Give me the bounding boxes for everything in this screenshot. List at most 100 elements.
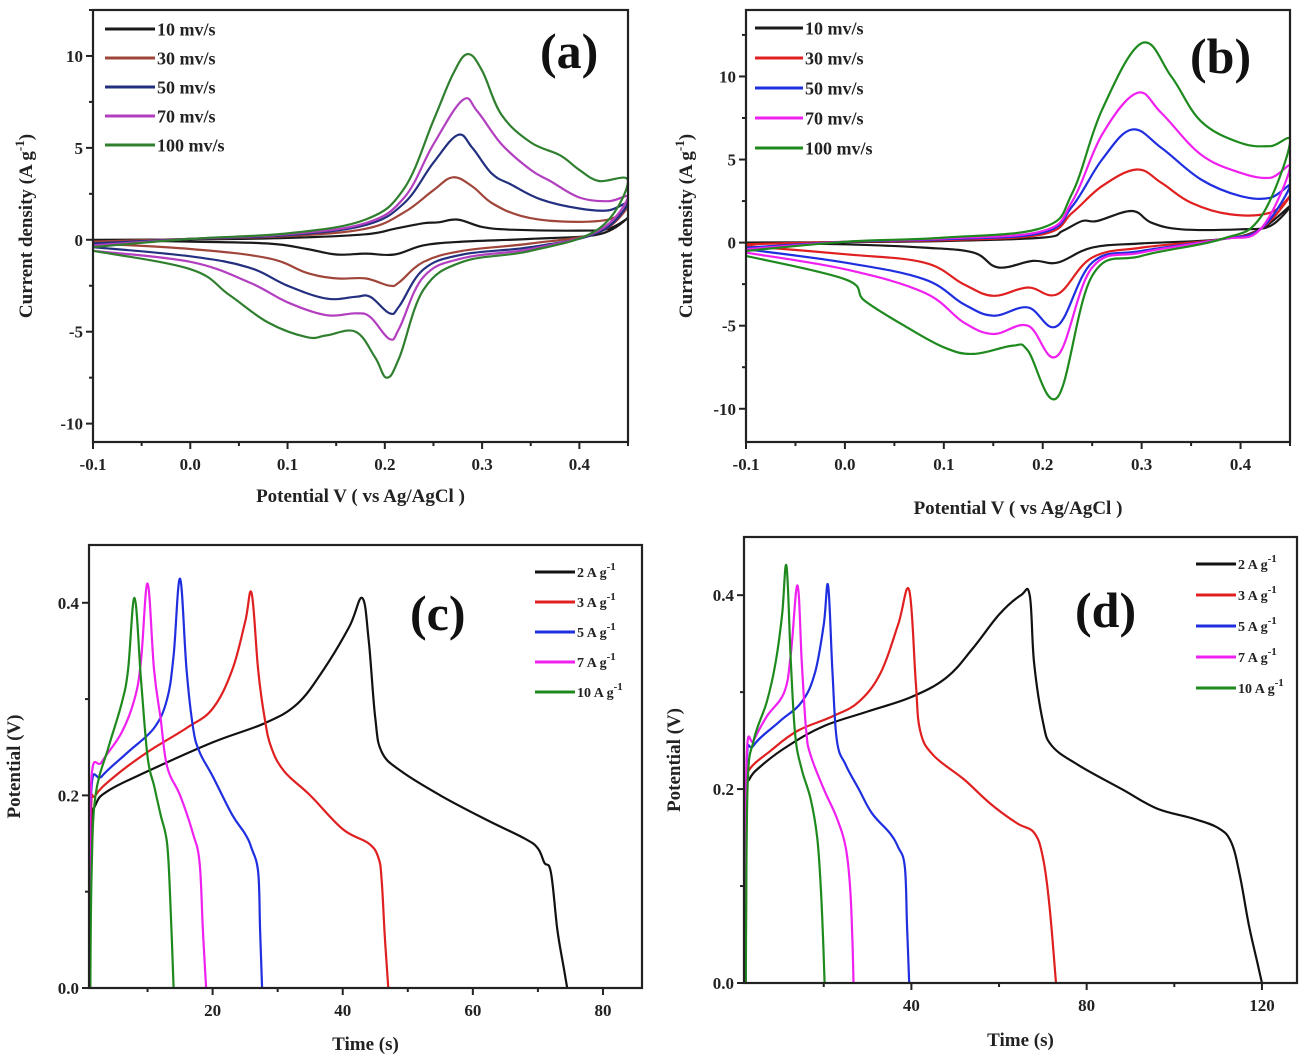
x-tick-label: 0.2 [374,455,395,474]
legend-item: 50 mv/s [105,77,216,97]
series-line-70-mv-s [93,97,628,341]
x-tick-label: 40 [903,996,920,1015]
series-group [93,52,628,379]
panel-label: (b) [1190,28,1251,84]
y-tick-label: -10 [60,415,83,434]
series-line-7-a-g [89,582,208,988]
legend-item: 10 A g-1 [535,681,623,701]
plot-frame [744,8,1292,444]
legend-label: 70 mv/s [805,108,864,128]
y-tick-label: -5 [722,317,736,336]
y-tick-label: 0.4 [58,594,80,613]
series-line-10-a-g [744,563,826,983]
legend-item: 5 A g-1 [1196,615,1277,635]
y-tick-label: -10 [713,400,736,419]
series-line-50-mv-s [93,133,628,316]
panel-label: (d) [1075,582,1136,638]
legend-item: 100 mv/s [105,135,225,155]
series-line-7-a-g [744,584,855,983]
legend-item: 2 A g-1 [535,561,616,581]
series-line-5-a-g [89,577,264,988]
legend-label: 5 A g-1 [1238,615,1277,635]
x-axis-title: Potential V ( vs Ag/AgCl ) [914,498,1123,519]
legend-label: 3 A g-1 [1238,584,1277,604]
x-tick-label: -0.1 [80,455,107,474]
series-line-100-mv-s [93,52,628,379]
legend-item: 10 mv/s [755,18,864,38]
series-group [89,577,569,988]
y-tick-label: 5 [75,139,84,158]
x-axis-title: Time (s) [332,1034,399,1055]
x-tick-label: 0.2 [1032,455,1053,474]
y-tick-label: 10 [66,47,83,66]
y-tick-label: 5 [728,151,737,170]
series-line-30-mv-s [93,176,628,288]
legend-item: 3 A g-1 [535,591,616,611]
series-line-50-mv-s [746,128,1290,329]
legend-item: 70 mv/s [755,108,864,128]
series-line-30-mv-s [746,168,1290,297]
y-tick-label: 0.0 [713,974,734,993]
legend-label: 100 mv/s [157,135,225,155]
legend-label: 10 mv/s [157,19,216,39]
y-tick-label: 0.2 [58,786,79,805]
legend-item: 2 A g-1 [1196,553,1277,573]
x-tick-label: 80 [594,1001,611,1020]
x-tick-label: 120 [1249,996,1275,1015]
x-tick-label: 20 [204,1001,221,1020]
legend-item: 10 A g-1 [1196,677,1284,697]
series-line-70-mv-s [746,91,1290,359]
legend-item: 70 mv/s [105,106,216,126]
x-tick-label: 0.4 [1230,455,1252,474]
y-tick-label: 0.2 [713,780,734,799]
series-line-3-a-g [89,590,390,988]
series-group [744,563,1263,983]
series-line-100-mv-s [746,41,1290,401]
x-axis-title: Potential V ( vs Ag/AgCl ) [256,486,465,507]
legend-label: 10 A g-1 [1238,677,1284,697]
panel-a: -0.1 0.0 0.1 0.2 0.3 0.4 -10 -5 0 5 10 Potential V … [12,8,630,507]
legend-label: 30 mv/s [805,48,864,68]
plot-frame [91,8,630,444]
panel-d: 40 80 120 0.0 0.2 0.4 Time (s) Potential (V) (d)… [664,535,1299,1051]
plot-frame [742,535,1299,985]
series-line-5-a-g [744,582,911,983]
x-tick-label: 0.4 [569,455,591,474]
legend-item: 30 mv/s [105,48,216,68]
y-axis-title: Potential (V) [4,715,25,819]
series-line-10-mv-s [93,216,628,257]
x-tick-label: 60 [464,1001,481,1020]
x-tick-label: 0.0 [834,455,855,474]
panel-c: 20 40 60 80 0.0 0.2 0.4 Time (s) Potential (V) (c… [4,543,644,1055]
x-tick-label: 0.0 [180,455,201,474]
legend-label: 5 A g-1 [577,621,616,641]
y-tick-label: 10 [719,67,736,86]
legend-item: 30 mv/s [755,48,864,68]
x-axis-title: Time (s) [987,1030,1054,1051]
y-tick-label: 0 [728,234,737,253]
series-line-10-a-g [89,596,175,988]
legend-label: 100 mv/s [805,138,873,158]
legend-item: 7 A g-1 [1196,646,1277,666]
legend-label: 50 mv/s [157,77,216,97]
legend-label: 10 mv/s [805,18,864,38]
legend: 2 A g-1 3 A g-1 5 A g-1 7 A g-1 10 A g-1 [1196,553,1284,697]
y-tick-label: -5 [69,323,83,342]
x-tick-label: 0.3 [1131,455,1152,474]
legend: 10 mv/s 30 mv/s 50 mv/s 70 mv/s 100 mv/s [105,19,225,155]
legend-label: 3 A g-1 [577,591,616,611]
legend-label: 30 mv/s [157,48,216,68]
legend: 2 A g-1 3 A g-1 5 A g-1 7 A g-1 10 A g-1 [535,561,623,701]
x-tick-label: 0.1 [277,455,298,474]
y-tick-label: 0 [75,231,84,250]
series-line-2-a-g [89,596,569,988]
series-line-2-a-g [744,587,1263,983]
panel-label: (a) [540,23,598,79]
x-tick-label: 80 [1078,996,1095,1015]
legend-item: 7 A g-1 [535,651,616,671]
y-axis-title: Current density (A g-1) [12,134,37,318]
series-line-3-a-g [744,587,1058,983]
legend-label: 2 A g-1 [577,561,616,581]
panel-label: (c) [410,585,466,641]
